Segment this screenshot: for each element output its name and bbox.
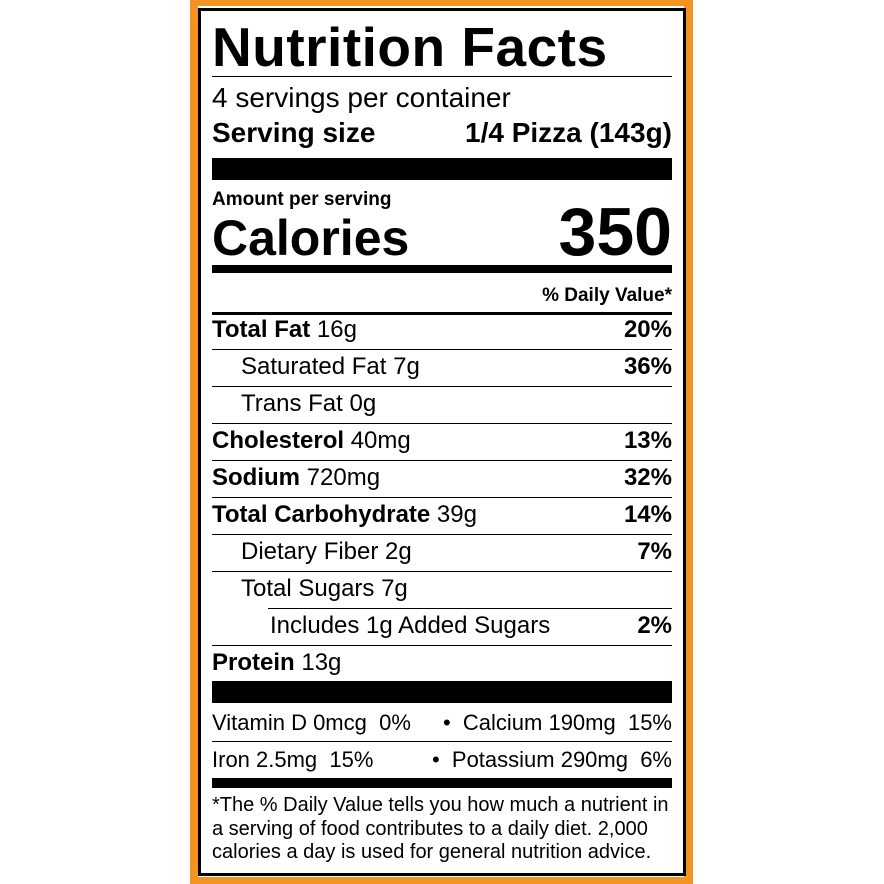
nutrient-label: Trans Fat 0g bbox=[212, 389, 376, 419]
nutrient-name: Total Fat bbox=[212, 316, 311, 343]
serving-size-row: Serving size 1/4 Pizza (143g) bbox=[212, 117, 672, 149]
nutrient-row: Sodium 720mg 32% bbox=[212, 463, 672, 493]
nutrient-name: Trans Fat bbox=[241, 390, 343, 417]
nutrient-name: Cholesterol bbox=[212, 427, 345, 454]
nutrient-amount: 720mg bbox=[306, 464, 381, 491]
nutrient-row: Saturated Fat 7g 36% bbox=[212, 352, 672, 382]
nutrient-daily-value: 14% bbox=[623, 501, 672, 528]
micronutrient-row: Iron 2.5mg 15% • Potassium 290mg 6% bbox=[212, 745, 672, 775]
nutrient-name: Total Carbohydrate bbox=[212, 501, 431, 528]
nutrient-label: Saturated Fat 7g bbox=[212, 352, 420, 382]
micronutrient-right-text: Potassium 290mg 6% bbox=[451, 747, 672, 772]
divider bbox=[212, 386, 672, 387]
divider bbox=[212, 423, 672, 424]
thick-divider bbox=[212, 265, 672, 273]
nutrient-amount: 40mg bbox=[350, 427, 411, 454]
label-background bbox=[198, 6, 684, 877]
micronutrient-right-text: Calcium 190mg 15% bbox=[462, 710, 672, 735]
nutrient-row: Cholesterol 40mg 13% bbox=[212, 426, 672, 456]
nutrient-label: Sodium 720mg bbox=[212, 463, 380, 493]
serving-size-label: Serving size bbox=[212, 117, 376, 148]
nutrient-name: Protein bbox=[212, 649, 295, 676]
amount-per-serving: Amount per serving bbox=[212, 189, 392, 210]
nutrient-daily-value: 20% bbox=[623, 316, 672, 343]
bullet-icon: • bbox=[431, 747, 452, 772]
divider bbox=[212, 76, 672, 77]
micronutrient-right: • Potassium 290mg 6% bbox=[432, 745, 672, 775]
nutrient-daily-value: 7% bbox=[637, 538, 672, 565]
micronutrient-left: Iron 2.5mg 15% bbox=[212, 747, 374, 772]
nutrient-name: Dietary Fiber bbox=[241, 538, 379, 565]
footnote: *The % Daily Value tells you how much a … bbox=[212, 794, 669, 863]
thick-divider bbox=[212, 158, 672, 180]
nutrient-amount: 39g bbox=[436, 501, 477, 528]
nutrient-amount: 13g bbox=[301, 649, 342, 676]
nutrient-amount: 7g bbox=[393, 353, 420, 380]
nutrient-row: Total Fat 16g 20% bbox=[212, 315, 672, 345]
thick-divider bbox=[212, 778, 672, 788]
micronutrient-left: Vitamin D 0mcg 0% bbox=[212, 710, 411, 735]
nutrition-label-frame bbox=[198, 8, 686, 876]
nutrient-label: Total Sugars 7g bbox=[212, 574, 408, 604]
label-title: Nutrition Facts bbox=[212, 16, 608, 78]
nutrient-row: Includes 1g Added Sugars 2% bbox=[212, 611, 672, 641]
divider bbox=[212, 645, 672, 646]
nutrient-amount: 0g bbox=[349, 390, 377, 417]
daily-value-header: % Daily Value* bbox=[542, 285, 672, 306]
bullet-icon: • bbox=[442, 710, 463, 735]
calories-label: Calories bbox=[212, 210, 410, 266]
nutrient-row: Total Sugars 7g bbox=[212, 574, 672, 604]
divider bbox=[212, 460, 672, 461]
nutrient-label: Dietary Fiber 2g bbox=[212, 537, 412, 567]
nutrient-name: Total Sugars bbox=[241, 575, 375, 602]
nutrient-label: Includes 1g Added Sugars bbox=[212, 611, 550, 641]
calories-value: 350 bbox=[558, 194, 672, 270]
nutrient-amount: 2g bbox=[385, 538, 412, 565]
serving-size-value: 1/4 Pizza (143g) bbox=[465, 117, 672, 148]
nutrient-amount: 7g bbox=[381, 575, 408, 602]
micronutrient-row: Vitamin D 0mcg 0% • Calcium 190mg 15% bbox=[212, 708, 672, 738]
servings-per-container: 4 servings per container bbox=[212, 82, 511, 113]
micronutrient-right: • Calcium 190mg 15% bbox=[443, 708, 672, 738]
nutrient-daily-value: 36% bbox=[623, 353, 672, 380]
calories-row: Calories 350 bbox=[212, 198, 672, 266]
nutrient-name: Sodium bbox=[212, 464, 300, 491]
nutrient-row: Trans Fat 0g bbox=[212, 389, 672, 419]
nutrient-label: Protein 13g bbox=[212, 648, 341, 678]
divider bbox=[212, 571, 672, 572]
nutrient-label: Total Carbohydrate 39g bbox=[212, 500, 477, 530]
divider bbox=[268, 608, 672, 609]
nutrient-name: Includes 1g Added Sugars bbox=[270, 612, 551, 639]
divider bbox=[212, 741, 672, 742]
divider bbox=[212, 349, 672, 350]
nutrient-row: Dietary Fiber 2g 7% bbox=[212, 537, 672, 567]
nutrient-daily-value: 32% bbox=[623, 464, 672, 491]
nutrient-daily-value: 2% bbox=[637, 612, 672, 639]
nutrient-amount: 16g bbox=[316, 316, 357, 343]
nutrient-label: Cholesterol 40mg bbox=[212, 426, 411, 456]
divider bbox=[212, 312, 672, 315]
nutrient-label: Total Fat 16g bbox=[212, 315, 357, 345]
divider bbox=[212, 534, 672, 535]
nutrient-row: Total Carbohydrate 39g 14% bbox=[212, 500, 672, 530]
thick-divider bbox=[212, 681, 672, 703]
nutrient-name: Saturated Fat bbox=[241, 353, 387, 380]
nutrient-row: Protein 13g bbox=[212, 648, 672, 678]
divider bbox=[212, 497, 672, 498]
nutrient-daily-value: 13% bbox=[623, 427, 672, 454]
